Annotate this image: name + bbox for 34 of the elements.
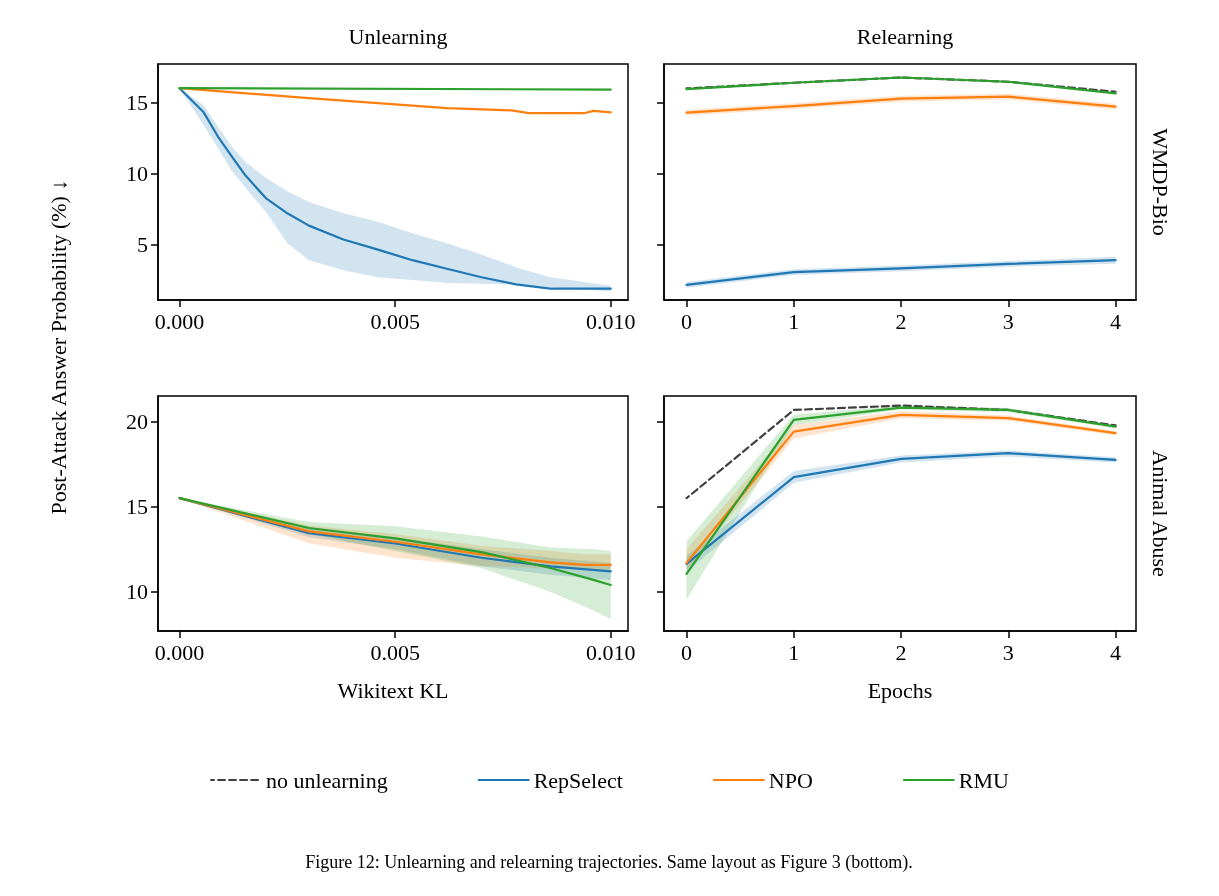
chart-title: Relearning bbox=[856, 23, 954, 49]
legend-label: RMU bbox=[958, 767, 1010, 793]
y-tick-label: 15 bbox=[126, 494, 148, 520]
x-tick-label: 4 bbox=[1110, 639, 1122, 665]
legend-label: no unlearning bbox=[266, 767, 388, 793]
x-tick-label: 2 bbox=[895, 308, 907, 334]
x-tick-label: 0 bbox=[681, 308, 693, 334]
x-tick-label: 0 bbox=[681, 639, 693, 665]
x-tick-label: 0.000 bbox=[154, 308, 205, 334]
x-tick-label: 3 bbox=[1002, 639, 1014, 665]
x-axis-title: Epochs bbox=[867, 677, 933, 703]
y-axis-title: Post-Attack Answer Probability (%) ↓ bbox=[45, 179, 71, 515]
text: Animal Abuse bbox=[1147, 450, 1173, 577]
y-tick-label: 10 bbox=[126, 579, 148, 605]
x-tick-label: 1 bbox=[788, 308, 800, 334]
x-tick-label: 0.010 bbox=[586, 308, 636, 334]
x-tick-label: 0.005 bbox=[370, 639, 420, 665]
text: WMDP-Bio bbox=[1147, 128, 1173, 236]
x-tick-label: 2 bbox=[895, 639, 907, 665]
y-tick-label: 15 bbox=[126, 89, 148, 115]
x-tick-label: 0.005 bbox=[370, 308, 420, 334]
x-tick-label: 0.010 bbox=[586, 639, 636, 665]
y-tick-label: 20 bbox=[126, 409, 148, 435]
x-tick-label: 0.000 bbox=[154, 639, 205, 665]
legend-label: NPO bbox=[768, 767, 813, 793]
x-tick-label: 3 bbox=[1002, 308, 1014, 334]
chart-title: Unlearning bbox=[348, 23, 448, 49]
y-tick-label: 5 bbox=[137, 232, 148, 258]
caption: Figure 12: Unlearning and relearning trajectories. Same layout as Figure 3 (bottom). bbox=[305, 852, 913, 873]
y-tick-label: 10 bbox=[126, 160, 148, 186]
x-tick-label: 4 bbox=[1110, 308, 1122, 334]
legend-label: RepSelect bbox=[533, 767, 623, 793]
x-tick-label: 1 bbox=[788, 639, 800, 665]
x-axis-title: Wikitext KL bbox=[337, 677, 449, 703]
